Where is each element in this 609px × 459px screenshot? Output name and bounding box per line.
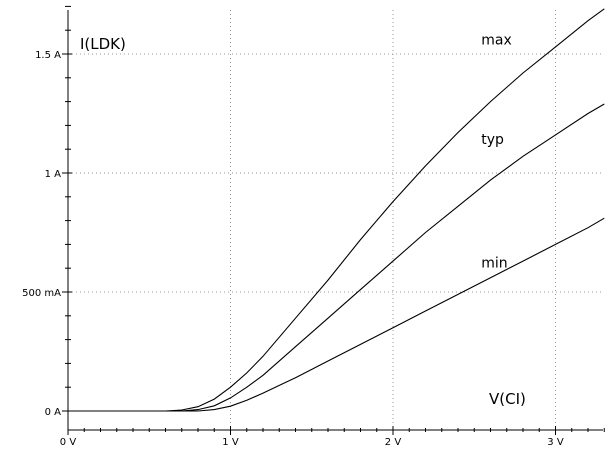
x-tick-label: 3 V <box>547 437 564 448</box>
curve-typ <box>68 103 605 412</box>
y-tick-label: 1.5 A <box>35 50 61 61</box>
series-label-min: min <box>481 255 507 271</box>
curve-min <box>68 217 605 412</box>
x-axis-title: V(CI) <box>489 390 526 408</box>
y-tick-label: 0 A <box>45 407 62 418</box>
x-tick-label: 2 V <box>385 437 402 448</box>
x-tick-label: 1 V <box>222 437 239 448</box>
y-tick-label: 1 A <box>45 169 62 180</box>
tick-layer: 0 V 1 V 2 V 3 V 0 A 500 mA 1 A 1.5 A <box>22 5 605 448</box>
curve-max <box>68 8 605 412</box>
curve-layer <box>68 8 605 412</box>
x-tick-label: 0 V <box>60 437 77 448</box>
y-tick-label: 500 mA <box>22 288 61 299</box>
series-label-max: max <box>481 32 512 48</box>
series-label-typ: typ <box>481 132 504 148</box>
series-label-layer: max typ min <box>481 32 512 271</box>
y-axis-title: I(LDK) <box>80 35 126 53</box>
